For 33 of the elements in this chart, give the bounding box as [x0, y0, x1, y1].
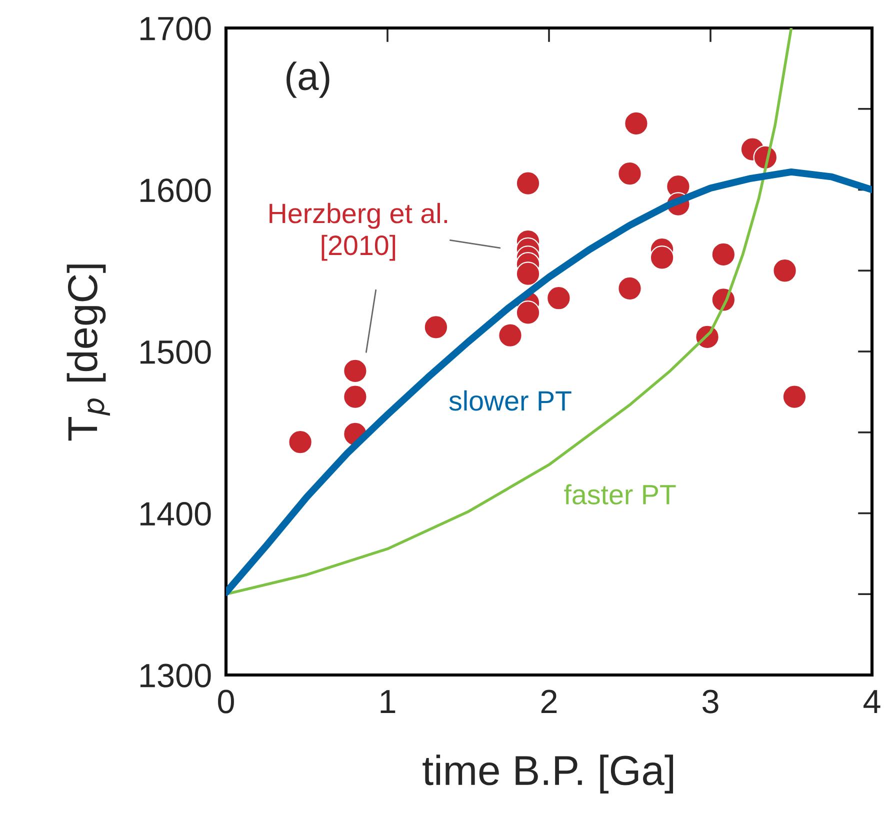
point	[516, 300, 540, 325]
point	[498, 323, 522, 348]
x-tick-label: 2	[541, 690, 557, 714]
y-tick-label: 1600	[140, 178, 211, 202]
point	[624, 111, 648, 136]
point	[343, 384, 368, 409]
point	[546, 286, 571, 310]
point	[650, 246, 674, 270]
y-tick-label: 1500	[140, 340, 211, 364]
point	[772, 258, 797, 283]
series-label: slower PT	[449, 390, 572, 411]
x-tick-label: 1	[380, 690, 396, 714]
x-tick-label: 0	[218, 690, 234, 714]
point	[516, 262, 540, 286]
point	[618, 161, 642, 186]
point	[424, 315, 448, 340]
x-tick-label: 3	[702, 690, 718, 714]
point	[516, 171, 540, 196]
line-series	[226, 28, 793, 596]
y-tick-label: 1400	[140, 502, 211, 526]
y-tick-label: 1300	[140, 664, 211, 688]
text: Herzberg et al. [2010]	[270, 202, 447, 261]
y-tick-label: 1700	[140, 16, 211, 40]
annotation: (a)	[286, 62, 330, 98]
x-tick-label: 4	[863, 690, 880, 714]
point	[618, 276, 642, 301]
point	[782, 384, 807, 409]
point	[288, 430, 312, 454]
x-axis-title: time B.P. [Ga]	[422, 754, 674, 794]
point	[711, 242, 736, 267]
series-label: faster PT	[564, 484, 676, 505]
point	[343, 358, 368, 384]
y-axis-title: T$_{p}$ [degC]	[66, 264, 110, 441]
